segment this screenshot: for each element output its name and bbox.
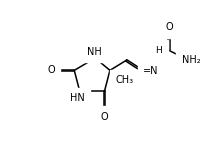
Text: O: O bbox=[101, 112, 108, 122]
Text: =N: =N bbox=[143, 66, 159, 76]
Text: NH: NH bbox=[87, 47, 102, 57]
Text: HN: HN bbox=[70, 93, 85, 103]
Text: NH₂: NH₂ bbox=[182, 55, 201, 65]
Text: CH₃: CH₃ bbox=[116, 75, 134, 85]
Text: O: O bbox=[165, 22, 173, 32]
Text: O: O bbox=[47, 65, 55, 75]
Text: H: H bbox=[155, 46, 162, 55]
Text: N: N bbox=[150, 48, 158, 58]
